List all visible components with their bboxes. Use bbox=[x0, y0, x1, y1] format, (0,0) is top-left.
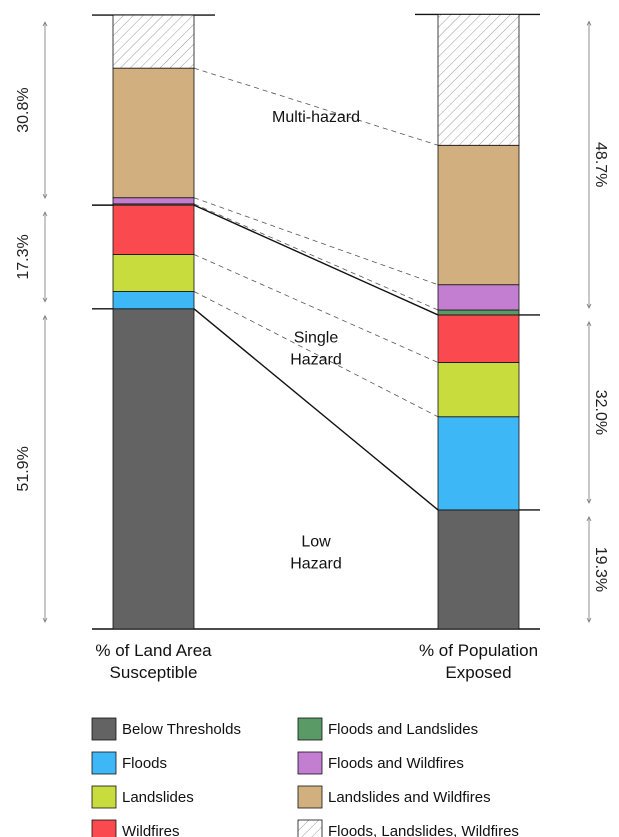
bracket-arrow-bottom-left-1 bbox=[42, 297, 48, 303]
bar-segment-floods-0 bbox=[112, 291, 195, 310]
legend: Below Thresholds Floods Landslides Wildfire… bbox=[91, 717, 519, 837]
bar-segment-floods-landslides-wildfires-1 bbox=[437, 14, 520, 146]
legend-label-floods-landslides-wildfires: Floods, Landslides, Wildfires bbox=[328, 823, 519, 837]
bar-segment-landslides-1 bbox=[437, 362, 520, 418]
category-label-line: Susceptible bbox=[110, 663, 198, 682]
bracket-arrow-top-right-2 bbox=[586, 516, 592, 522]
region-label-low-hazard: Low Hazard bbox=[290, 533, 342, 572]
connector-dashed-5 bbox=[193, 203, 439, 311]
region-labels: Multi-hazard Single Hazard Low Hazard bbox=[272, 109, 360, 572]
bracket-arrow-bottom-left-0 bbox=[42, 193, 48, 200]
region-label-single-hazard: Single Hazard bbox=[290, 330, 342, 369]
category-label-1: % of Population Exposed bbox=[419, 641, 538, 682]
category-label-line: % of Population bbox=[419, 641, 538, 660]
legend-label-landslides: Landslides bbox=[122, 789, 194, 806]
legend-swatch-floods bbox=[91, 751, 117, 775]
legend-swatch-floods-and-landslides bbox=[297, 717, 323, 741]
region-label-line: Hazard bbox=[290, 555, 342, 572]
connector-dashed-7 bbox=[193, 67, 439, 146]
bar-segment-floods-and-landslides-1 bbox=[437, 309, 520, 316]
connector-dashed-6 bbox=[193, 197, 439, 286]
legend-label-floods: Floods bbox=[122, 755, 167, 772]
bar-segment-landslides-0 bbox=[112, 254, 195, 292]
legend-label-landslides-and-wildfires: Landslides and Wildfires bbox=[328, 789, 491, 806]
category-label-line: % of Land Area bbox=[95, 641, 212, 660]
bracket-label-left-2: 51.9% bbox=[15, 446, 32, 491]
legend-label-below-thresholds: Below Thresholds bbox=[122, 721, 241, 738]
bracket-label-right-1: 32.0% bbox=[592, 390, 609, 435]
region-label-line: Hazard bbox=[290, 352, 342, 369]
legend-label-wildfires: Wildfires bbox=[122, 823, 180, 837]
legend-label-floods-and-wildfires: Floods and Wildfires bbox=[328, 755, 464, 772]
bar-segment-floods-and-wildfires-0 bbox=[112, 197, 195, 205]
region-label-line: Multi-hazard bbox=[272, 109, 360, 126]
bar-segment-below-thresholds-1 bbox=[437, 509, 520, 630]
bar-segment-landslides-and-wildfires-0 bbox=[112, 67, 195, 199]
region-label-multi-hazard: Multi-hazard bbox=[272, 109, 360, 126]
bracket-arrow-top-left-0 bbox=[42, 21, 48, 27]
region-label-line: Low bbox=[301, 533, 331, 550]
bar-segment-below-thresholds-0 bbox=[112, 308, 195, 630]
low-boundary-diagonal bbox=[193, 308, 439, 511]
legend-swatch-landslides-and-wildfires bbox=[297, 785, 323, 809]
percentage-brackets: 30.8% 17.3% 51.9% 48.7% 32.0% 19.3% bbox=[15, 20, 609, 623]
bracket-label-left-1: 17.3% bbox=[15, 234, 32, 279]
bracket-label-right-2: 19.3% bbox=[592, 547, 609, 592]
bracket-arrow-bottom-left-2 bbox=[42, 617, 48, 623]
legend-swatch-landslides bbox=[91, 785, 117, 809]
category-labels: % of Land Area Susceptible % of Population… bbox=[95, 641, 538, 682]
bar-segment-wildfires-1 bbox=[437, 314, 520, 363]
bracket-label-right-0: 48.7% bbox=[592, 142, 609, 187]
bar-segment-floods-1 bbox=[437, 416, 520, 511]
category-label-line: Exposed bbox=[445, 663, 511, 682]
bracket-label-left-0: 30.8% bbox=[15, 87, 32, 132]
bar-segment-floods-landslides-wildfires-0 bbox=[112, 14, 195, 69]
bracket-arrow-bottom-right-0 bbox=[586, 303, 592, 309]
bracket-arrow-top-left-2 bbox=[42, 314, 48, 320]
category-label-0: % of Land Area Susceptible bbox=[95, 641, 212, 682]
region-label-line: Single bbox=[294, 330, 339, 347]
bracket-arrow-top-right-0 bbox=[586, 20, 592, 26]
bar-segment-floods-and-wildfires-1 bbox=[437, 284, 520, 311]
bracket-arrow-bottom-right-2 bbox=[586, 617, 592, 623]
bracket-arrow-bottom-right-1 bbox=[586, 498, 592, 504]
legend-swatch-floods-landslides-wildfires bbox=[297, 819, 323, 837]
bar-segment-landslides-and-wildfires-1 bbox=[437, 144, 520, 286]
legend-label-floods-and-landslides: Floods and Landslides bbox=[328, 721, 478, 738]
single-boundary-diagonal bbox=[193, 204, 439, 316]
bracket-arrow-top-right-1 bbox=[586, 321, 592, 327]
legend-swatch-floods-and-wildfires bbox=[297, 751, 323, 775]
stacked-bars bbox=[112, 14, 520, 630]
bracket-arrow-top-left-1 bbox=[42, 211, 48, 217]
bar-segment-wildfires-0 bbox=[112, 204, 195, 255]
legend-swatch-below-thresholds bbox=[91, 717, 117, 741]
legend-swatch-wildfires bbox=[91, 819, 117, 837]
connector-dashed-2 bbox=[193, 291, 439, 418]
